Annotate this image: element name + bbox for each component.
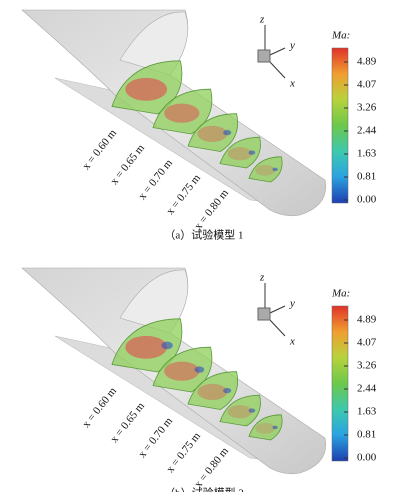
caption: （b）试验模型 2 [164,486,244,492]
section-core [197,383,228,401]
section [187,113,239,152]
nose-cap [119,11,189,76]
colorbar-label: 0.81 [357,429,376,441]
station-label: x = 0.60 m [80,127,119,172]
station-label: x = 0.60 m [80,385,119,430]
section-core [125,77,168,101]
axis-x [269,319,286,337]
section-low [272,167,278,172]
section-low [248,150,256,155]
section-core [197,125,228,143]
section-core [125,335,168,359]
colorbar-label: 1.63 [357,148,377,160]
panel: x = 0.60 mx = 0.65 mx = 0.70 mx = 0.75 m… [21,9,377,242]
section [219,136,261,169]
colorbar-label: 4.89 [357,56,377,68]
colorbar-label: 4.89 [357,314,377,326]
section-core [255,164,276,176]
section [187,371,239,410]
station-label: x = 0.75 m [164,430,203,475]
caption: （a）试验模型 1 [164,228,243,242]
colorbar-label: 0.81 [357,171,376,183]
colorbar-label: 4.07 [357,79,377,91]
nose-cap [119,269,189,334]
station-label: x = 0.70 m [136,157,175,202]
axis-x [269,61,286,79]
station-label: x = 0.80 m [192,187,231,232]
section [248,156,283,183]
axis-label: z [259,272,265,284]
colorbar [331,305,349,462]
station-label: x = 0.80 m [192,445,231,490]
section-core [164,103,200,123]
section [219,394,261,427]
colorbar-label: 2.44 [357,383,377,395]
colorbar-label: 1.63 [357,406,377,418]
section-low [223,387,232,394]
colorbar [331,47,349,204]
colorbar-title: Ma: [331,288,350,300]
station-label: x = 0.65 m [108,142,147,187]
section-low [161,341,173,350]
axis-label: x [289,336,295,348]
axis-cube [257,307,271,321]
axis-label: y [289,40,295,52]
section-low [223,129,232,136]
section-core [227,147,252,161]
section-low [272,425,278,430]
axis-label: y [289,298,295,310]
panel: x = 0.60 mx = 0.65 mx = 0.70 mx = 0.75 m… [21,267,377,492]
section-low [194,366,205,373]
station-label: x = 0.70 m [136,415,175,460]
section [248,414,283,441]
axis-label: z [259,14,265,26]
station-label: x = 0.75 m [164,172,203,217]
colorbar-title: Ma: [331,30,350,42]
section-low [248,408,256,413]
axis-label: x [289,78,295,90]
axis-y [269,47,286,56]
section-core [164,361,200,381]
colorbar-label: 4.07 [357,337,377,349]
colorbar-label: 2.44 [357,125,377,137]
colorbar-label: 3.26 [357,360,377,372]
axis-y [269,305,286,314]
colorbar-label: 3.26 [357,102,377,114]
colorbar-label: 0.00 [357,194,377,206]
section-core [227,405,252,419]
section-core [255,422,276,434]
colorbar-label: 0.00 [357,452,377,464]
station-label: x = 0.65 m [108,400,147,445]
axis-cube [257,49,271,63]
